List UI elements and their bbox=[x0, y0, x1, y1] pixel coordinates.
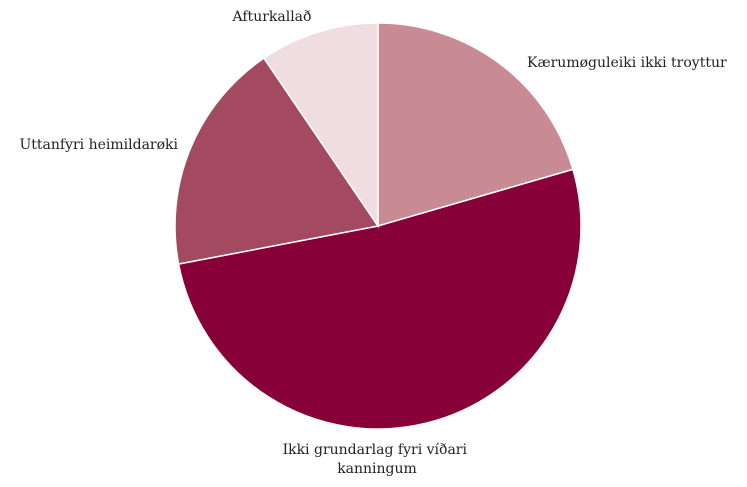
pie-slice-uttanfyri-heimildar-ki bbox=[174, 57, 380, 265]
pie-slice-afturkalla bbox=[262, 22, 379, 229]
pie-labels: Kærumøguleiki ikki troyttur Ikki grundar… bbox=[19, 9, 726, 477]
slice-label-ikki-grundarlag-line1: Ikki grundarlag fyri víðari bbox=[283, 442, 468, 458]
slice-label-kaerumoguleiki: Kærumøguleiki ikki troyttur bbox=[527, 55, 727, 71]
pie-slice-ikki-grundarlag-fyri-vi-ari-kanningum bbox=[177, 168, 582, 430]
pie-slices bbox=[174, 22, 582, 430]
slice-label-afturkallad: Afturkallað bbox=[232, 9, 312, 25]
slice-label-ikki-grundarlag-line2: kanningum bbox=[337, 461, 417, 477]
slice-label-uttanfyri: Uttanfyri heimildarøki bbox=[19, 137, 178, 153]
slice-label-ikki-grundarlag: Ikki grundarlag fyri víðari kanningum bbox=[283, 442, 472, 477]
pie-slice-k-rum-guleiki-ikki-troyttur bbox=[377, 22, 574, 227]
